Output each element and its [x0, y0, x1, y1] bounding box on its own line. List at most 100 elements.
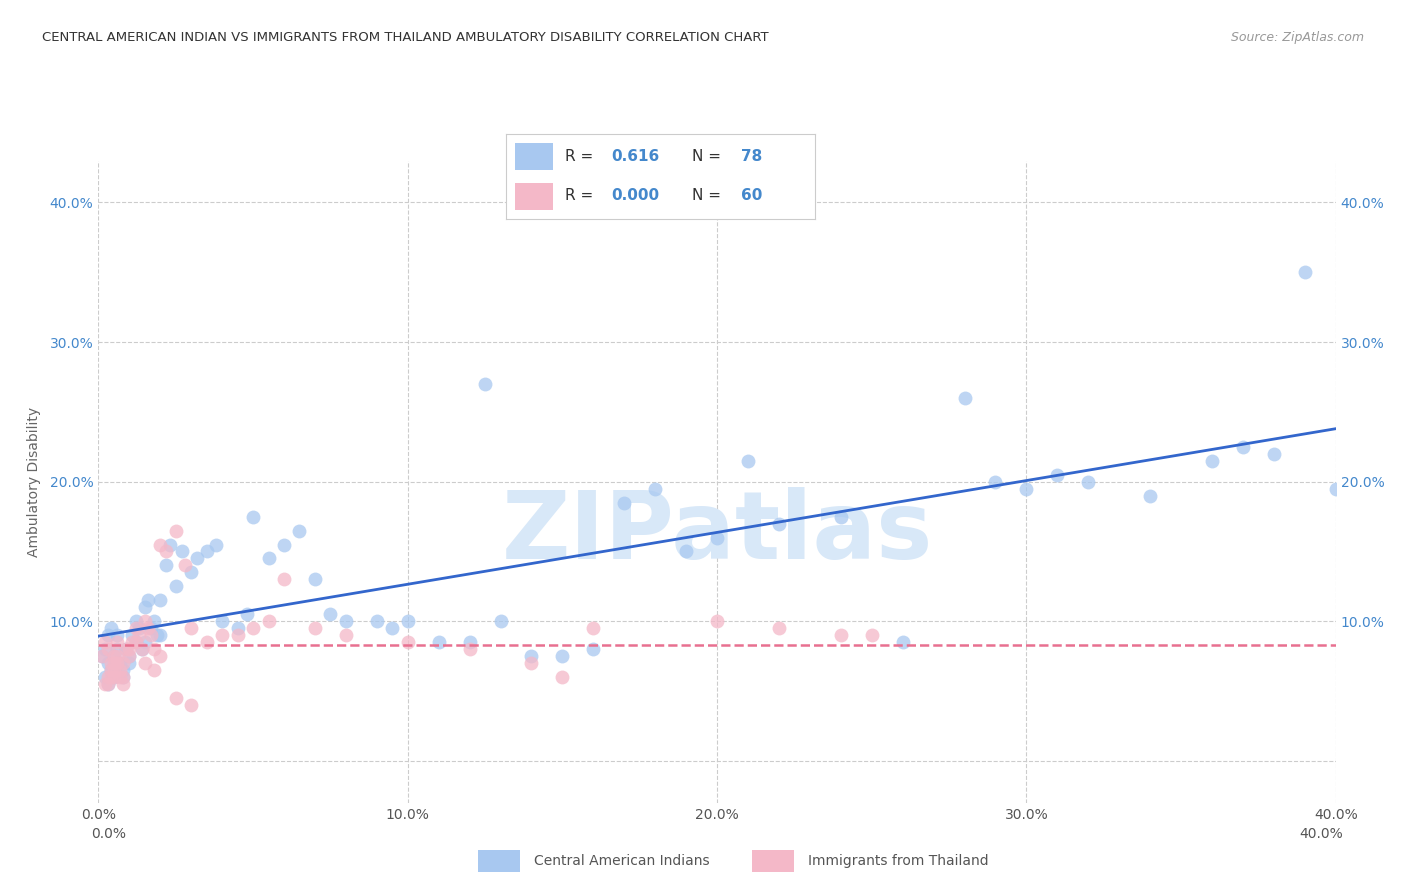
Point: [396, 615, 419, 629]
Point: [366, 615, 388, 629]
Point: [737, 454, 759, 468]
Point: [180, 566, 202, 580]
Point: [108, 670, 131, 684]
Bar: [516, 143, 553, 170]
Point: [304, 621, 326, 635]
Point: [97, 677, 120, 691]
Text: Source: ZipAtlas.com: Source: ZipAtlas.com: [1230, 31, 1364, 45]
Text: 40.0%: 40.0%: [1299, 827, 1343, 841]
Point: [180, 621, 202, 635]
Point: [112, 670, 135, 684]
Point: [489, 615, 512, 629]
Point: [205, 537, 228, 551]
Point: [139, 621, 162, 635]
Point: [768, 516, 790, 531]
Point: [644, 482, 666, 496]
Point: [211, 628, 233, 642]
Point: [180, 698, 202, 712]
Point: [551, 670, 574, 684]
Text: Central American Indians: Central American Indians: [534, 854, 710, 868]
Text: 0.000: 0.000: [612, 188, 659, 203]
Point: [100, 670, 122, 684]
Point: [830, 628, 852, 642]
Point: [768, 621, 790, 635]
Point: [396, 635, 419, 649]
Point: [582, 621, 605, 635]
Point: [134, 656, 156, 670]
Point: [100, 621, 122, 635]
Point: [121, 635, 143, 649]
Point: [155, 544, 177, 558]
Bar: [478, 849, 520, 872]
Point: [93, 677, 115, 691]
Point: [335, 628, 357, 642]
Point: [128, 621, 150, 635]
Point: [165, 524, 187, 538]
Point: [1263, 447, 1285, 461]
Text: 78: 78: [741, 149, 762, 164]
Text: 0.0%: 0.0%: [91, 827, 127, 841]
Point: [100, 663, 122, 677]
Point: [93, 642, 115, 657]
Text: 0.616: 0.616: [612, 149, 659, 164]
Point: [1139, 489, 1161, 503]
Point: [170, 544, 193, 558]
Point: [1232, 440, 1254, 454]
Point: [319, 607, 342, 622]
Point: [427, 635, 450, 649]
Text: Immigrants from Thailand: Immigrants from Thailand: [808, 854, 988, 868]
Point: [100, 656, 122, 670]
Point: [149, 628, 172, 642]
Point: [105, 649, 128, 664]
Point: [953, 391, 976, 405]
Text: R =: R =: [565, 149, 593, 164]
Point: [136, 593, 159, 607]
Point: [134, 615, 156, 629]
Point: [121, 628, 143, 642]
Bar: [516, 183, 553, 211]
Point: [97, 628, 120, 642]
Point: [112, 670, 135, 684]
Point: [273, 573, 295, 587]
Point: [675, 544, 697, 558]
Point: [97, 642, 120, 657]
Point: [136, 621, 159, 635]
Point: [236, 607, 259, 622]
Point: [211, 615, 233, 629]
Point: [195, 635, 218, 649]
Point: [118, 649, 141, 664]
Point: [128, 628, 150, 642]
Text: 60: 60: [741, 188, 762, 203]
Text: N =: N =: [692, 188, 721, 203]
Point: [100, 663, 122, 677]
Point: [118, 656, 141, 670]
Point: [242, 621, 264, 635]
Point: [103, 663, 125, 677]
Point: [381, 621, 404, 635]
Point: [257, 615, 280, 629]
Point: [155, 558, 177, 573]
Point: [93, 635, 115, 649]
Point: [112, 677, 135, 691]
Point: [159, 537, 181, 551]
Point: [139, 628, 162, 642]
Point: [613, 495, 636, 509]
Point: [165, 691, 187, 706]
Point: [93, 670, 115, 684]
Point: [90, 649, 112, 664]
Point: [226, 621, 249, 635]
Point: [165, 579, 187, 593]
Point: [860, 628, 883, 642]
Point: [134, 635, 156, 649]
Point: [984, 475, 1007, 489]
Point: [124, 635, 146, 649]
Point: [134, 600, 156, 615]
Point: [1077, 475, 1099, 489]
Text: ZIPatlas: ZIPatlas: [502, 487, 932, 579]
Point: [458, 635, 481, 649]
Text: CENTRAL AMERICAN INDIAN VS IMMIGRANTS FROM THAILAND AMBULATORY DISABILITY CORREL: CENTRAL AMERICAN INDIAN VS IMMIGRANTS FR…: [42, 31, 769, 45]
Point: [131, 642, 153, 657]
Point: [520, 649, 543, 664]
Point: [273, 537, 295, 551]
Point: [143, 615, 166, 629]
